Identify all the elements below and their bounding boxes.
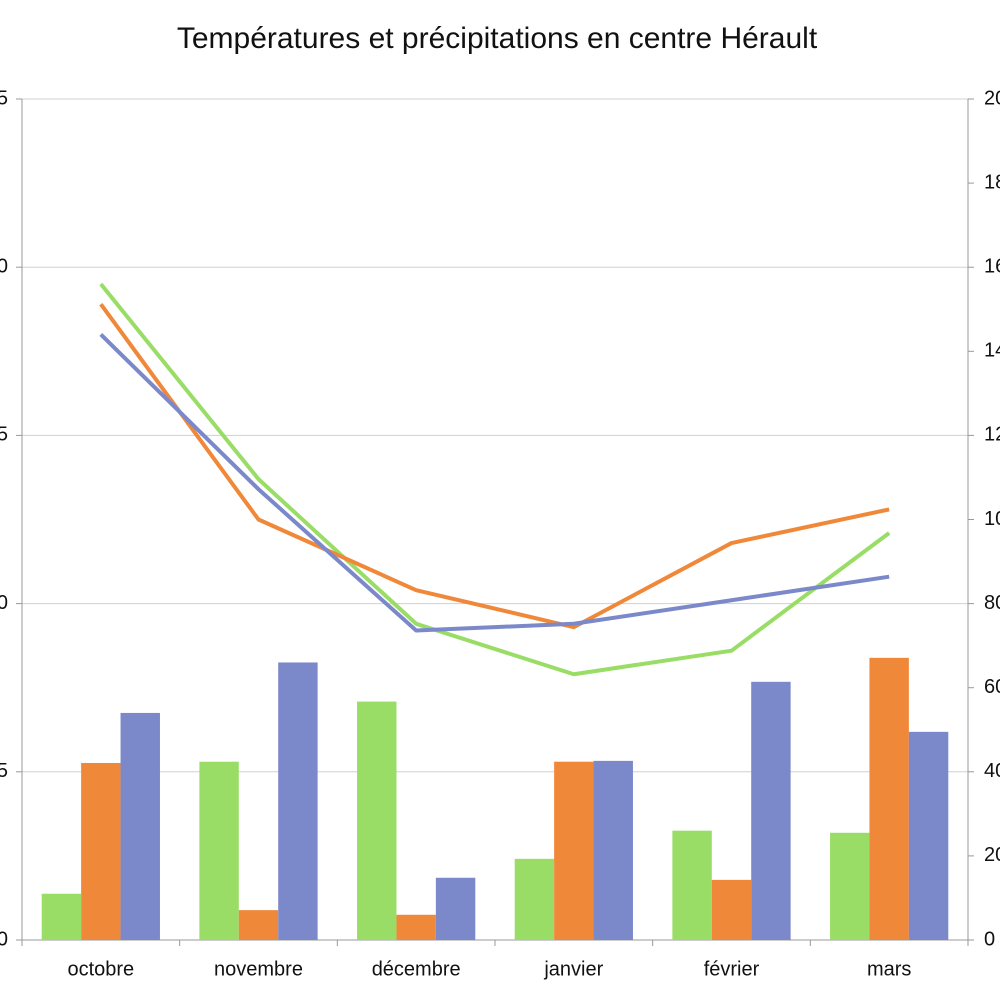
y2-tick-label: 160 — [984, 255, 1000, 277]
y2-tick-label: 120 — [984, 424, 1000, 446]
line — [99, 282, 891, 677]
bar — [120, 712, 160, 940]
y2-tick-label: 180 — [984, 171, 1000, 193]
bar — [672, 830, 712, 940]
line — [99, 333, 890, 633]
bar — [751, 681, 791, 940]
bar — [514, 858, 555, 940]
x-tick-label: mars — [867, 958, 911, 980]
x-tick-label: décembre — [372, 958, 461, 980]
bar — [554, 761, 594, 940]
x-tick-label: février — [704, 958, 760, 980]
line — [99, 303, 890, 630]
y2-tick-label: 100 — [984, 508, 1000, 530]
bar — [357, 701, 397, 940]
y2-tick-label: 140 — [984, 340, 1000, 362]
y2-tick-label: 60 — [984, 676, 1000, 698]
y-tick-label: 10 — [0, 592, 8, 614]
x-tick-label: janvier — [543, 958, 603, 980]
y2-tick-label: 0 — [984, 928, 995, 950]
y2-tick-label: 40 — [984, 760, 1000, 782]
bar — [278, 662, 318, 940]
y-tick-label: 20 — [0, 255, 8, 277]
y-tick-label: 25 — [0, 87, 8, 109]
bar — [41, 893, 82, 940]
bar — [238, 910, 279, 940]
bar — [81, 762, 121, 940]
y-tick-label: 0 — [0, 928, 8, 950]
bar — [435, 877, 476, 940]
bar — [711, 879, 752, 940]
x-tick-label: novembre — [214, 958, 303, 980]
y-tick-label: 5 — [0, 760, 8, 782]
chart-title: Températures et précipitations en centre… — [177, 22, 818, 55]
x-tick-label: octobre — [67, 958, 134, 980]
y2-tick-label: 20 — [984, 844, 1000, 866]
bar — [593, 760, 633, 940]
bar — [396, 914, 436, 940]
bar — [908, 731, 949, 940]
y-tick-label: 15 — [0, 424, 8, 446]
y2-tick-label: 80 — [984, 592, 1000, 614]
bar — [199, 761, 239, 940]
y2-tick-label: 200 — [984, 87, 1000, 109]
bar — [830, 832, 870, 940]
bar — [869, 657, 909, 940]
